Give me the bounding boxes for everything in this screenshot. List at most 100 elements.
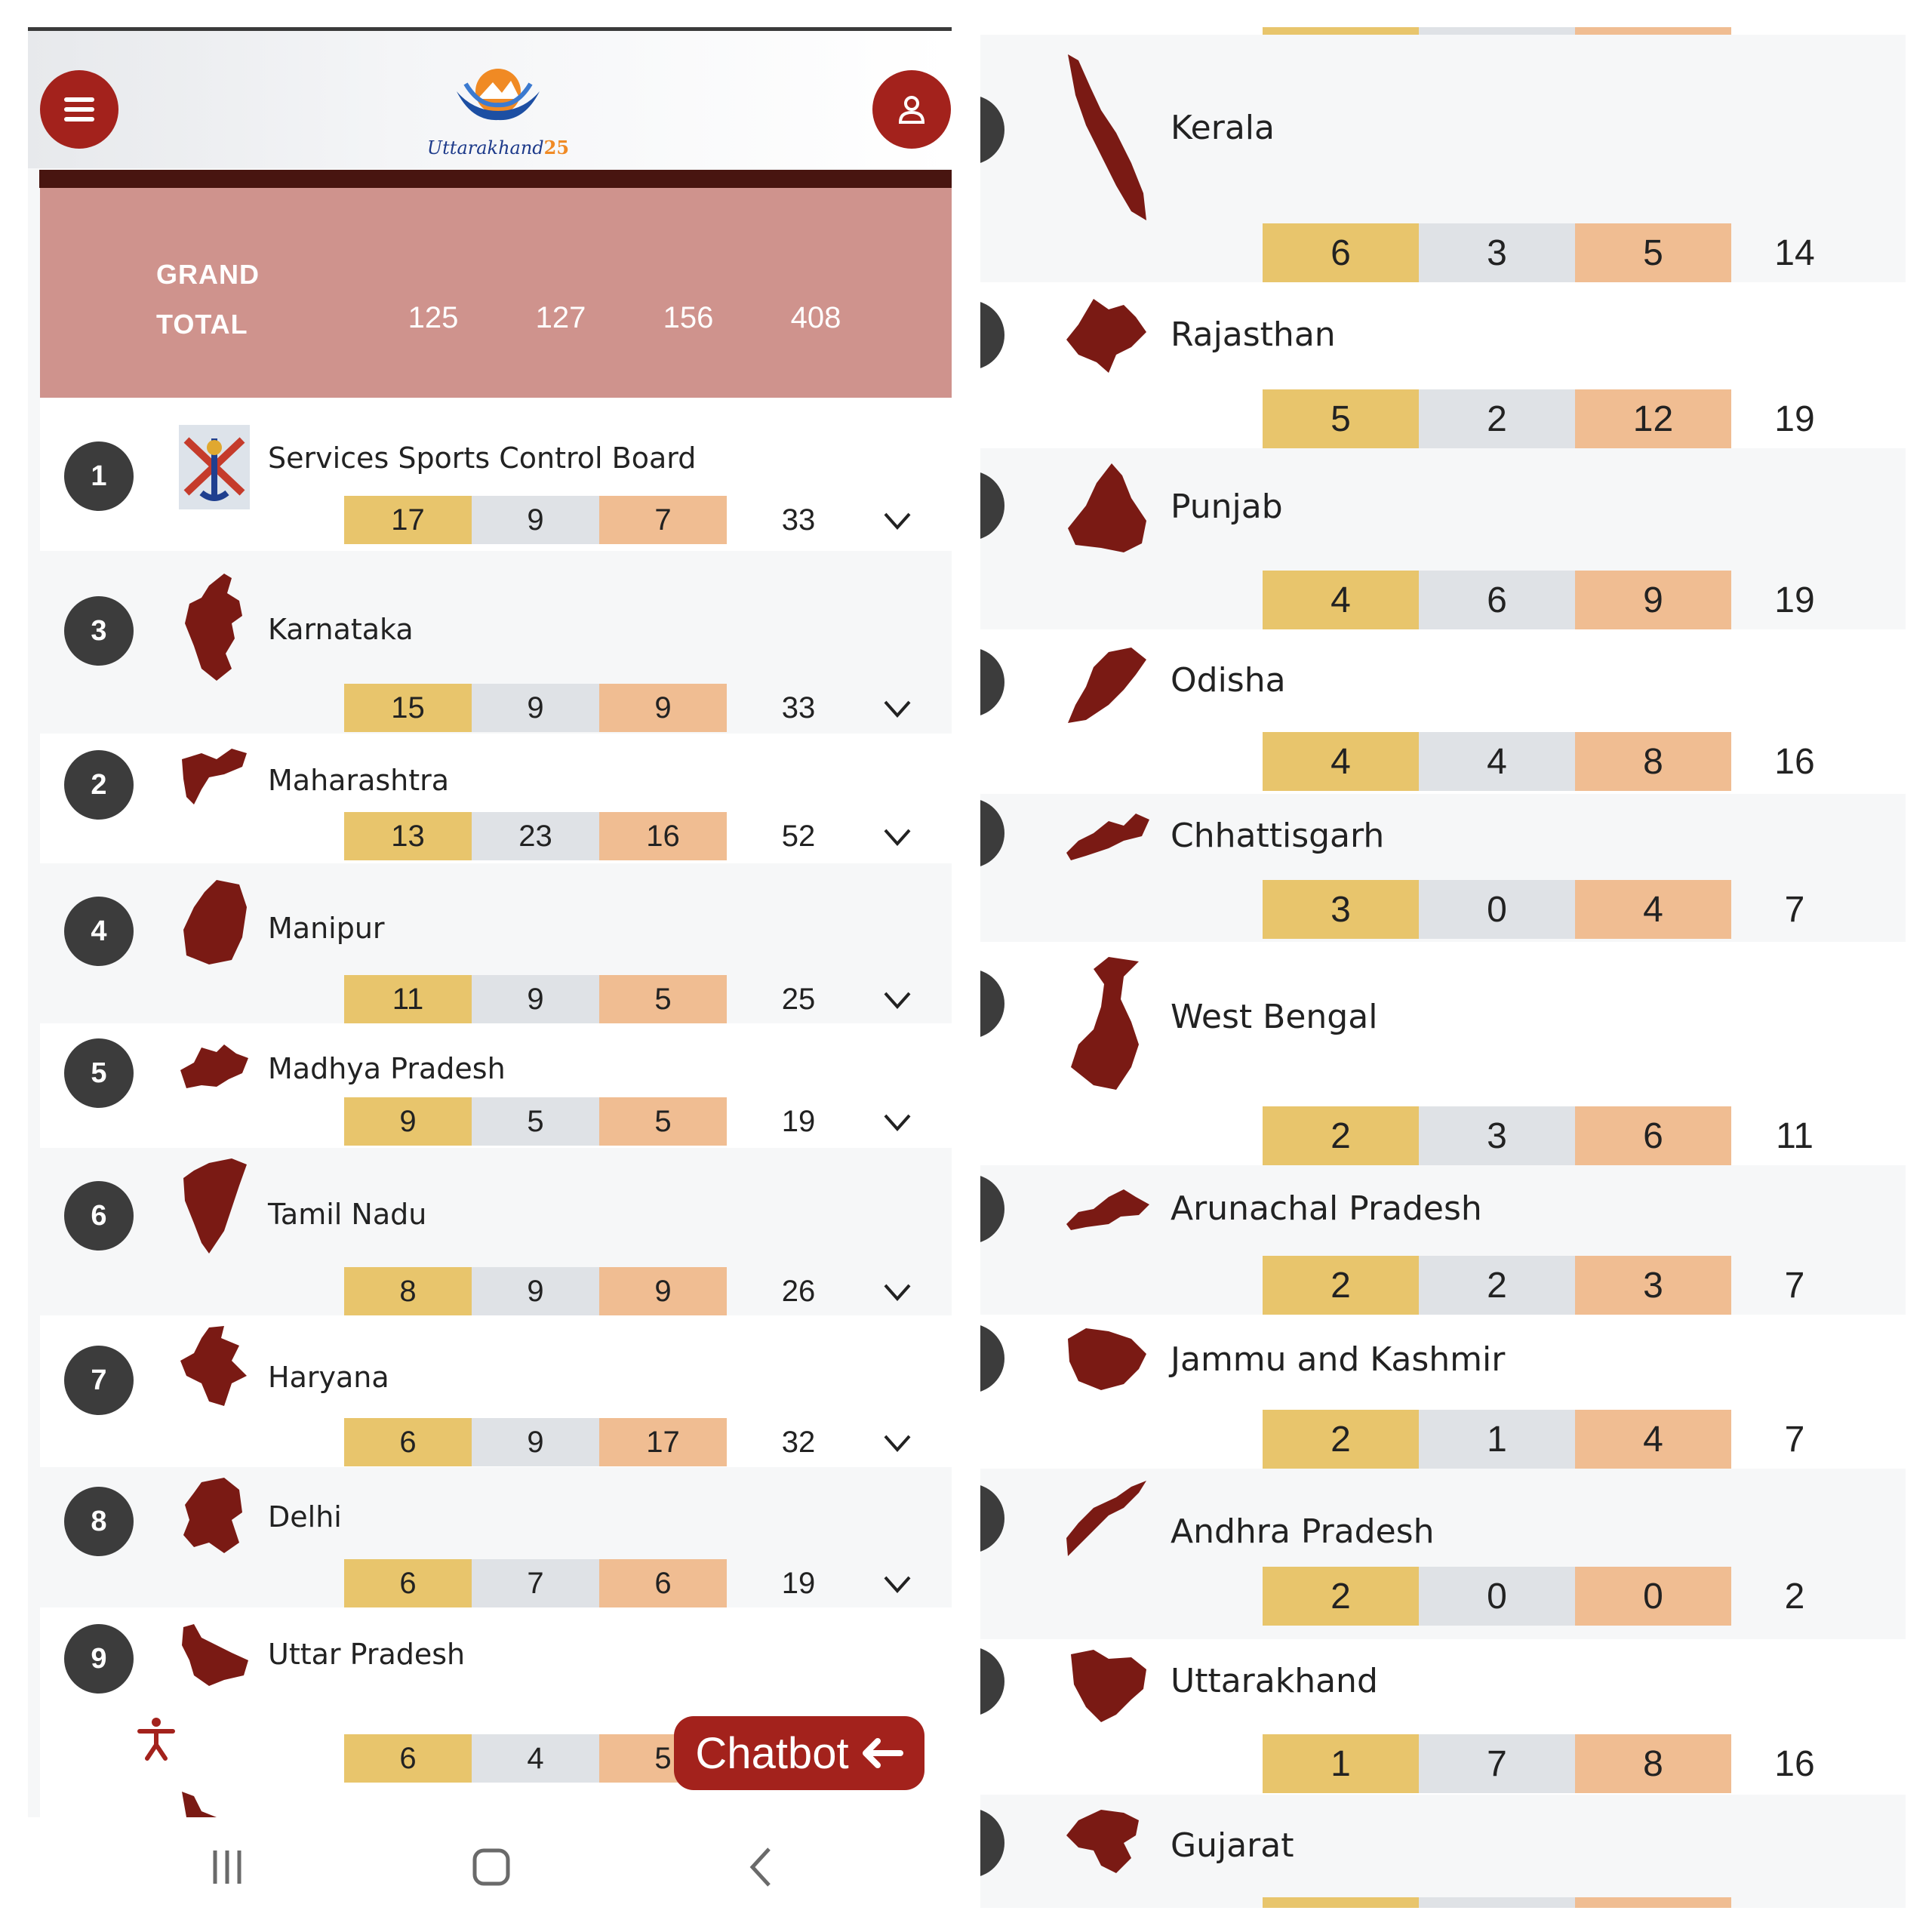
uttarakhand-map-icon [1071,1650,1146,1722]
medal-row[interactable]: Gujarat [980,1795,1906,1908]
bronze-count: 5 [1575,223,1731,282]
medal-row[interactable]: 5 Madhya Pradesh 9 5 5 19 [40,1023,952,1148]
medal-row[interactable]: Rajasthan 5 2 12 19 [980,282,1906,448]
silver-count: 9 [472,1418,599,1466]
total-count: 26 [781,1274,816,1308]
total-count: 16 [1774,741,1815,782]
chevron-down-icon[interactable] [882,989,912,1011]
team-name: West Bengal [1171,998,1378,1036]
medal-cells: 2 1 4 [1263,1410,1731,1469]
gold-count: 4 [1263,732,1419,791]
odisha-map-icon [1068,648,1146,723]
bronze-count: 4 [1575,880,1731,939]
silver-count: 2 [1419,389,1575,448]
medal-row[interactable]: Punjab 4 6 9 19 [980,448,1906,629]
chevron-down-icon[interactable] [882,697,912,720]
accessibility-button[interactable] [103,1695,209,1789]
medal-row[interactable]: 8 Delhi 6 7 6 19 [40,1467,952,1607]
total-count: 33 [781,503,816,537]
bronze-count: 12 [1575,389,1731,448]
gold-count [1263,1897,1419,1908]
gold-count: 2 [1263,1256,1419,1315]
bronze-count: 6 [599,1559,727,1607]
rajasthan-map-icon [1066,299,1146,373]
karnataka-map-icon [185,574,242,681]
medal-row[interactable]: 7 Haryana 6 9 17 32 [40,1315,952,1467]
medal-row[interactable]: Arunachal Pradesh 2 2 3 7 [980,1165,1906,1315]
medal-row[interactable]: West Bengal 2 3 6 11 [980,942,1906,1165]
grand-total-bronze: 156 [663,301,714,334]
rank-badge: 3 [64,596,134,666]
medal-cells: 13 23 16 [344,812,727,860]
medal-row[interactable]: 2 Maharashtra 13 23 16 52 [40,734,952,863]
madhya-pradesh-map-icon [180,1044,248,1088]
andhra-pradesh-map-icon [1066,1481,1146,1556]
chevron-down-icon[interactable] [882,1573,912,1595]
rank-badge [980,95,1004,165]
total-count: 25 [781,982,816,1016]
gold-count: 2 [1263,1106,1419,1165]
chevron-down-icon[interactable] [882,826,912,848]
arunachal-pradesh-map-icon [1066,1189,1149,1230]
silver-count: 23 [472,812,599,860]
medal-cells: 4 6 9 [1263,571,1731,629]
medal-row[interactable]: 1 Services Sports Control Board 17 9 7 3… [40,398,952,551]
bronze-count: 6 [1575,1106,1731,1165]
silver-count: 7 [472,1559,599,1607]
recents-icon[interactable] [206,1846,248,1888]
partial-medal-cells [1263,27,1731,35]
back-icon[interactable] [740,1846,783,1888]
medal-row[interactable]: Jammu and Kashmir 2 1 4 7 [980,1315,1906,1469]
bronze-count: 0 [1575,1567,1731,1626]
rank-badge: 4 [64,897,134,966]
chatbot-button[interactable]: Chatbot [674,1716,924,1790]
rank-badge: 2 [64,750,134,820]
hamburger-icon [64,97,94,122]
home-icon[interactable] [470,1846,512,1888]
team-name: Haryana [268,1361,389,1394]
medal-row[interactable]: 3 Karnataka 15 9 9 33 [40,551,952,734]
silver-count: 9 [472,1267,599,1315]
rank-badge [980,471,1004,540]
team-name: Andhra Pradesh [1171,1512,1435,1551]
total-count: 16 [1774,1743,1815,1784]
grand-total-label: GRAND TOTAL [156,259,260,340]
total-count: 19 [781,1104,816,1138]
delhi-map-icon [183,1478,242,1553]
gold-count: 5 [1263,389,1419,448]
medal-row[interactable]: Odisha 4 4 8 16 [980,629,1906,794]
total-count: 32 [781,1425,816,1459]
user-profile-button[interactable] [872,70,951,149]
chhattisgarh-map-icon [1066,814,1149,860]
chevron-down-icon[interactable] [882,509,912,532]
team-name: Maharashtra [268,764,450,797]
chevron-down-icon[interactable] [882,1111,912,1134]
grand-total-gold: 125 [408,301,459,334]
team-name: Punjab [1171,488,1283,526]
team-name: Uttarakhand [1171,1662,1378,1700]
medal-row[interactable]: Kerala 6 3 5 14 [980,35,1906,282]
silver-count: 9 [472,684,599,732]
chevron-down-icon[interactable] [882,1281,912,1303]
medal-cells: 6 4 5 [344,1734,727,1783]
total-count: 19 [1774,398,1815,439]
bronze-count: 9 [1575,571,1731,629]
bronze-count: 4 [1575,1410,1731,1469]
logo-number: 25 [543,137,570,158]
silver-count: 2 [1419,1256,1575,1315]
medal-row[interactable]: 6 Tamil Nadu 8 9 9 26 [40,1148,952,1315]
medal-row[interactable]: Uttarakhand 1 7 8 16 [980,1639,1906,1795]
gold-count: 11 [344,975,472,1023]
chevron-down-icon[interactable] [882,1432,912,1454]
medal-row[interactable]: Chhattisgarh 3 0 4 7 [980,794,1906,942]
team-name: Madhya Pradesh [268,1052,506,1085]
menu-button[interactable] [40,70,118,149]
total-count: 19 [1774,580,1815,620]
medal-row[interactable]: 4 Manipur 11 9 5 25 [40,863,952,1023]
gold-count: 2 [1263,1567,1419,1626]
medal-row[interactable]: Andhra Pradesh 2 0 0 2 [980,1469,1906,1639]
silver-count: 4 [472,1734,599,1783]
team-name: Services Sports Control Board [268,441,697,475]
right-screenshot-panel: Kerala 6 3 5 14 Rajasthan 5 2 12 19 Punj… [980,0,1906,1908]
rank-badge [980,648,1004,717]
